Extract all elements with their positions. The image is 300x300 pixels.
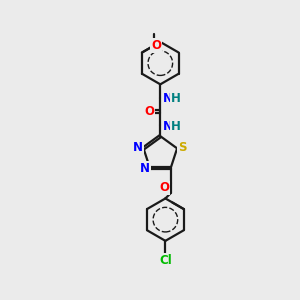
Text: O: O xyxy=(159,182,169,194)
Text: N: N xyxy=(140,162,150,175)
Text: H: H xyxy=(171,92,181,105)
Text: N: N xyxy=(163,120,173,133)
Text: N: N xyxy=(133,141,143,154)
Text: S: S xyxy=(178,141,187,154)
Text: O: O xyxy=(151,39,161,52)
Text: N: N xyxy=(163,92,173,105)
Text: H: H xyxy=(171,120,181,133)
Text: O: O xyxy=(144,105,154,118)
Text: Cl: Cl xyxy=(159,254,172,267)
